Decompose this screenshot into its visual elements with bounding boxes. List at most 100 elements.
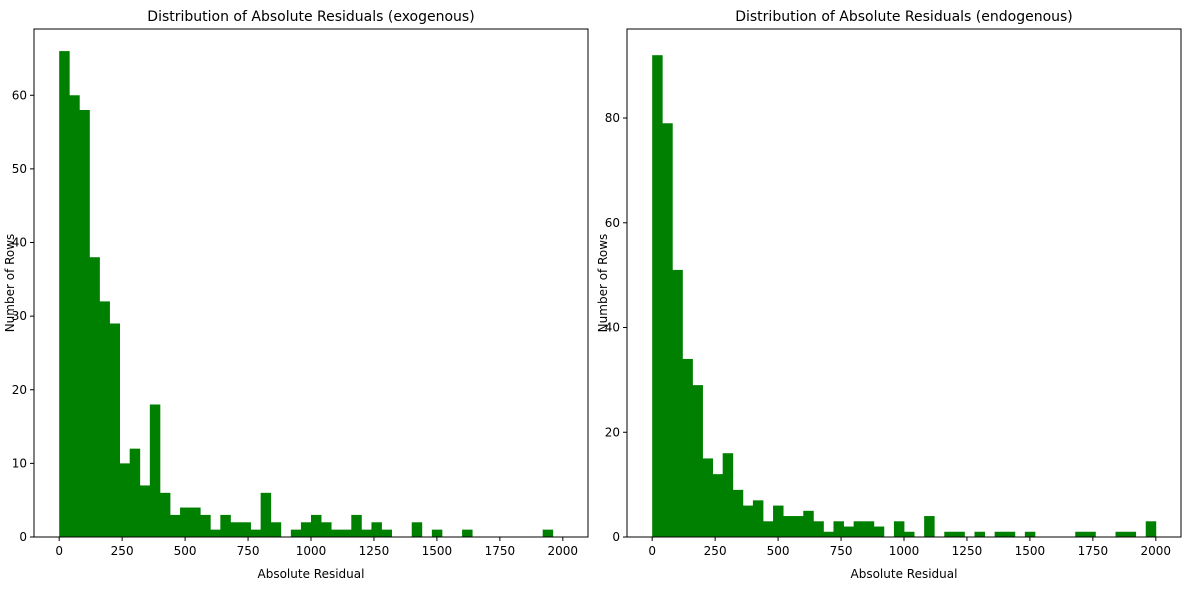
x-tick-label: 500: [767, 544, 790, 558]
histogram-bar: [813, 521, 824, 537]
histogram-bar: [210, 529, 221, 537]
histogram-bar: [793, 516, 804, 537]
x-tick-label: 250: [111, 544, 134, 558]
histogram-bar: [311, 514, 322, 537]
x-tick-label: 0: [648, 544, 656, 558]
histogram-bar: [341, 529, 352, 537]
y-axis-label: Number of Rows: [596, 234, 610, 333]
histogram-bar: [169, 514, 181, 537]
x-tick-label: 1750: [485, 544, 516, 558]
x-tick-label: 1500: [422, 544, 453, 558]
x-tick-label: 1000: [889, 544, 920, 558]
histogram-bar: [863, 521, 875, 537]
x-tick-label: 0: [55, 544, 63, 558]
histogram-bar: [69, 95, 80, 537]
histogram-bar: [873, 526, 885, 537]
x-tick-label: 1000: [296, 544, 327, 558]
histogram-bar: [371, 522, 382, 537]
y-tick-label: 40: [605, 321, 620, 335]
x-tick-label: 500: [174, 544, 197, 558]
histogram-bar: [1145, 521, 1157, 537]
histogram-bar: [783, 516, 794, 537]
histogram-bar: [139, 485, 151, 537]
histogram-bar: [692, 385, 703, 537]
histogram-bar: [893, 521, 905, 537]
y-axis-label: Number of Rows: [3, 234, 17, 333]
histogram-bar: [672, 269, 683, 537]
histogram-bar: [1115, 531, 1126, 537]
x-tick-label: 1500: [1015, 544, 1046, 558]
x-axis-label: Absolute Residual: [258, 567, 365, 581]
histogram-bar: [99, 301, 110, 537]
y-tick-label: 20: [12, 383, 27, 397]
histogram-bar: [803, 510, 814, 537]
y-tick-label: 50: [12, 162, 27, 176]
chart-title: Distribution of Absolute Residuals (exog…: [147, 9, 474, 25]
histogram-bar: [331, 529, 342, 537]
histogram-bar: [411, 522, 423, 537]
histogram-bar: [843, 526, 855, 537]
histogram-bar: [79, 109, 90, 538]
histogram-bar: [381, 529, 392, 537]
x-tick-label: 250: [704, 544, 727, 558]
x-tick-label: 2000: [548, 544, 579, 558]
y-tick-label: 60: [12, 88, 27, 102]
histogram-bar: [109, 323, 121, 537]
histogram-bar: [652, 55, 663, 537]
bars: [652, 55, 1157, 538]
chart-exogenous: Distribution of Absolute Residuals (exog…: [3, 9, 589, 581]
x-tick-label: 2000: [1141, 544, 1172, 558]
y-tick-label: 60: [605, 216, 620, 230]
chart-title: Distribution of Absolute Residuals (endo…: [735, 9, 1073, 25]
histogram-bar: [230, 522, 241, 537]
histogram-bar: [129, 448, 141, 537]
histogram-bar: [662, 123, 673, 538]
histogram-bar: [974, 531, 985, 537]
histogram-bar: [89, 257, 100, 537]
histogram-bar: [722, 453, 734, 537]
y-tick-label: 10: [12, 456, 27, 470]
histogram-bar: [361, 529, 372, 537]
x-tick-label: 750: [830, 544, 853, 558]
histogram-bar: [773, 505, 784, 537]
histogram-bar: [904, 531, 915, 537]
histogram-bar: [752, 500, 764, 537]
x-axis-label: Absolute Residual: [851, 567, 958, 581]
histogram-bar: [290, 529, 302, 537]
histogram-bar: [833, 521, 844, 537]
y-tick-label: 30: [12, 309, 27, 323]
histogram-bar: [180, 507, 191, 537]
x-tick-label: 1250: [359, 544, 390, 558]
histogram-bar: [250, 529, 262, 537]
histogram-bar: [260, 492, 272, 537]
y-tick-label: 80: [605, 111, 620, 125]
histogram-bar: [431, 529, 443, 537]
histogram-bar: [712, 474, 724, 537]
histogram-bar: [149, 404, 161, 537]
histogram-bar: [1075, 531, 1086, 537]
histogram-bar: [742, 505, 754, 537]
x-tick-label: 1250: [952, 544, 983, 558]
histogram-bar: [853, 521, 865, 537]
x-tick-label: 1750: [1078, 544, 1109, 558]
x-tick-label: 750: [237, 544, 260, 558]
histogram-bar: [240, 522, 251, 537]
histogram-bar: [220, 514, 231, 537]
histogram-bar: [351, 514, 362, 537]
histogram-bar: [954, 531, 965, 537]
bars: [59, 51, 554, 538]
y-tick-label: 0: [19, 530, 27, 544]
histogram-bar: [270, 522, 282, 537]
histogram-bar: [190, 507, 201, 537]
y-tick-label: 40: [12, 236, 27, 250]
histogram-bar: [924, 516, 935, 537]
histogram-bar: [200, 514, 211, 537]
histogram-bar: [300, 522, 312, 537]
histogram-bar: [462, 529, 473, 537]
histogram-bar: [321, 522, 332, 537]
histogram-bar: [682, 358, 693, 537]
histogram-bar: [1024, 531, 1036, 537]
y-tick-label: 0: [612, 530, 620, 544]
histogram-bar: [59, 51, 70, 538]
